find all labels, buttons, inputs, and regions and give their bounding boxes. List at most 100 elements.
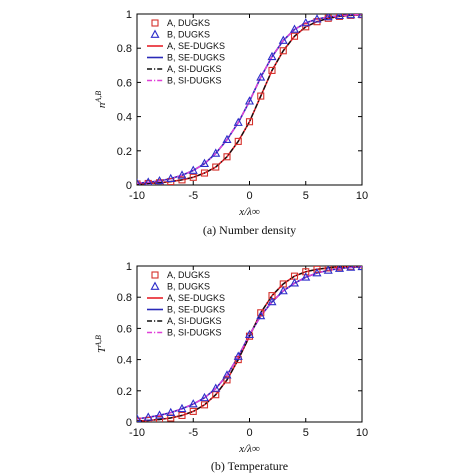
legend-label: A, SE-DUGKS xyxy=(167,41,225,51)
x-tick-label: -5 xyxy=(188,427,198,439)
x-tick-label: 10 xyxy=(356,427,368,439)
x-axis-label: x/λ∞ xyxy=(238,443,260,455)
data-point xyxy=(323,266,333,274)
data-point xyxy=(290,32,299,40)
y-tick-label: 0.2 xyxy=(117,386,132,398)
legend-label: B, SI-DUGKS xyxy=(167,328,222,338)
data-point xyxy=(301,17,311,27)
data-point xyxy=(223,153,231,161)
data-point xyxy=(278,35,288,44)
y-tick-label: 1 xyxy=(126,9,132,21)
data-point xyxy=(257,309,265,317)
data-point xyxy=(144,177,153,185)
data-point xyxy=(137,178,141,185)
data-point xyxy=(323,14,333,21)
data-point xyxy=(335,266,344,271)
legend-label: B, SE-DUGKS xyxy=(167,53,225,63)
data-point xyxy=(245,118,254,126)
chart-panel-1: -10 -5 0 5 10 0 0.2 0.4 0.6 0.8 1 x/λ∞ TA,B (b) Tempe… xyxy=(94,261,368,473)
data-point xyxy=(166,407,176,416)
data-point xyxy=(154,410,165,419)
data-point xyxy=(200,169,209,177)
legend-label: B, SE-DUGKS xyxy=(167,305,225,315)
legend-label: A, DUGKS xyxy=(167,270,210,280)
data-point xyxy=(358,14,362,19)
data-point xyxy=(178,176,186,184)
data-point xyxy=(222,134,232,144)
data-point xyxy=(256,310,266,320)
x-tick-label: 5 xyxy=(303,190,309,202)
data-point xyxy=(313,266,321,273)
x-tick-label: 0 xyxy=(246,427,252,439)
data-point xyxy=(257,92,265,100)
data-point xyxy=(233,117,243,126)
y-tick-label: 0.4 xyxy=(117,355,132,367)
y-tick-label: 0.2 xyxy=(117,146,132,158)
x-tick-label: -10 xyxy=(129,190,145,202)
data-point xyxy=(312,268,322,277)
series-4 xyxy=(137,266,362,422)
data-point xyxy=(301,272,311,281)
data-point xyxy=(358,266,362,270)
chart-panel-0: -10 -5 0 5 10 0 0.2 0.4 0.6 0.8 1 x/λ∞ nA,B (a) Numbe… xyxy=(94,9,368,237)
data-point xyxy=(346,14,356,19)
series-5 xyxy=(137,14,362,184)
series-line xyxy=(137,266,362,422)
data-point xyxy=(244,329,255,338)
legend-label: A, SI-DUGKS xyxy=(167,64,222,74)
data-point xyxy=(312,14,322,23)
data-point xyxy=(347,14,355,19)
data-point xyxy=(289,278,300,287)
legend-label: A, SE-DUGKS xyxy=(167,293,225,303)
series-1 xyxy=(137,266,362,422)
data-point xyxy=(302,268,310,276)
data-point xyxy=(302,23,310,31)
data-point xyxy=(357,266,362,271)
data-point xyxy=(166,173,176,183)
legend-label: A, DUGKS xyxy=(167,18,210,28)
legend-label: A, SI-DUGKS xyxy=(167,316,222,326)
data-point xyxy=(189,173,197,181)
data-point xyxy=(223,376,231,384)
data-point xyxy=(289,24,300,33)
y-axis-label-sup: A,B xyxy=(94,91,103,104)
data-point xyxy=(334,266,345,272)
legend-marker xyxy=(150,29,160,38)
data-point xyxy=(347,266,355,271)
series-line xyxy=(137,14,362,184)
data-point xyxy=(188,399,198,408)
data-point xyxy=(267,51,277,61)
data-point xyxy=(267,296,277,306)
data-point xyxy=(188,165,198,174)
data-point xyxy=(177,403,187,413)
data-point xyxy=(189,407,197,415)
x-tick-label: -5 xyxy=(188,190,198,202)
data-point xyxy=(268,66,276,74)
data-point xyxy=(211,383,221,392)
data-point xyxy=(211,148,221,157)
data-point xyxy=(244,96,255,105)
data-point xyxy=(212,163,220,171)
data-point xyxy=(346,266,356,271)
data-point xyxy=(154,175,165,185)
data-point xyxy=(234,137,242,145)
y-axis-label: nA,B xyxy=(94,91,108,108)
data-point xyxy=(200,401,209,409)
series-line xyxy=(137,266,362,420)
data-point xyxy=(222,370,232,379)
x-tick-label: 10 xyxy=(356,190,368,202)
legend-label: B, SI-DUGKS xyxy=(167,76,222,86)
data-point xyxy=(279,47,287,55)
x-axis-label: x/λ∞ xyxy=(238,206,260,218)
figure-caption: (b) Temperature xyxy=(211,459,288,473)
data-point xyxy=(324,266,332,272)
y-tick-label: 0.4 xyxy=(117,112,132,124)
x-tick-label: 5 xyxy=(303,427,309,439)
series-line xyxy=(137,14,362,185)
y-axis-label-base: T xyxy=(96,346,108,353)
data-point xyxy=(137,413,142,422)
series-1 xyxy=(137,14,362,185)
